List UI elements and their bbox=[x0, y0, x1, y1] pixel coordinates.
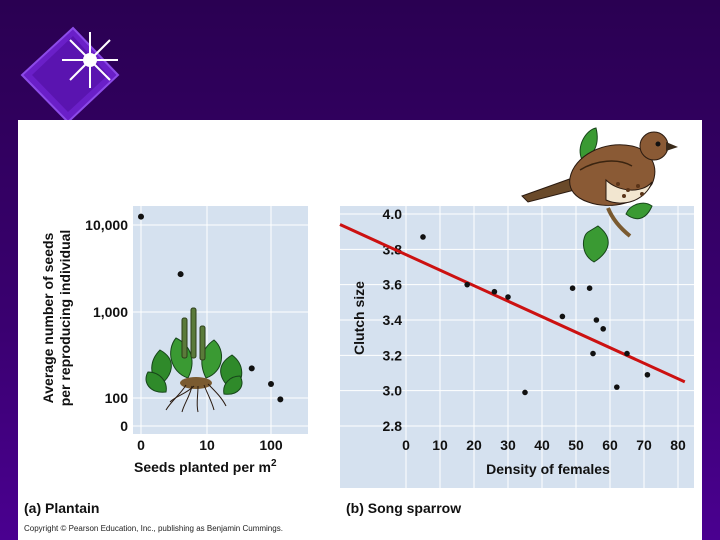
plantain-data-point bbox=[177, 271, 184, 278]
plantain-data-point bbox=[277, 396, 284, 403]
sparrow-data-point bbox=[464, 281, 471, 288]
plantain-x-tick-label: 0 bbox=[137, 437, 145, 453]
sparrow-x-tick-label: 50 bbox=[568, 437, 584, 453]
plantain-data-point bbox=[138, 213, 144, 220]
sparrow-illustration bbox=[521, 127, 678, 263]
copyright-text: Copyright © Pearson Education, Inc., pub… bbox=[24, 524, 283, 533]
plantain-x-tick-label: 100 bbox=[259, 437, 283, 453]
sparrow-data-point bbox=[491, 288, 498, 295]
plantain-data-point bbox=[268, 381, 274, 388]
sparrow-data-point bbox=[420, 234, 426, 240]
sparrow-x-axis-label: Density of females bbox=[486, 461, 610, 477]
sparrow-data-point bbox=[593, 317, 600, 323]
sparrow-y-tick-label: 3.2 bbox=[383, 347, 403, 363]
sparrow-data-point bbox=[569, 285, 576, 292]
sparrow-y-tick-label: 4.0 bbox=[383, 206, 403, 222]
plantain-y-tick-label: 0 bbox=[120, 418, 128, 434]
sparrow-data-point bbox=[600, 326, 606, 332]
sparrow-data-point bbox=[614, 384, 620, 390]
sparrow-y-axis-label: Clutch size bbox=[351, 281, 367, 355]
plantain-illustration bbox=[145, 307, 243, 413]
sparrow-x-tick-label: 20 bbox=[466, 437, 482, 453]
plantain-y-tick-label: 100 bbox=[105, 390, 129, 406]
plantain-y-tick-label: 10,000 bbox=[85, 217, 128, 233]
sparrow-data-point bbox=[590, 350, 596, 357]
plantain-chart-area bbox=[133, 206, 308, 434]
sparrow-y-tick-label: 3.0 bbox=[383, 383, 403, 399]
sparrow-x-tick-label: 0 bbox=[402, 437, 410, 453]
sparrow-x-tick-label: 60 bbox=[602, 437, 618, 453]
sparrow-y-tick-label: 3.4 bbox=[383, 312, 403, 328]
sparrow-data-point bbox=[586, 285, 593, 292]
plantain-y-tick-label: 1,000 bbox=[93, 304, 128, 320]
sparrow-y-tick-label: 2.8 bbox=[383, 418, 403, 434]
sparrow-x-tick-label: 10 bbox=[432, 437, 448, 453]
plantain-y-axis-label-1: Average number of seeds bbox=[40, 232, 56, 403]
plantain-x-tick-label: 10 bbox=[199, 437, 215, 453]
sparrow-data-point bbox=[624, 350, 630, 357]
sparrow-x-tick-label: 80 bbox=[670, 437, 686, 453]
plantain-x-axis-label: Seeds planted per m2 bbox=[134, 458, 277, 475]
sparrow-x-tick-label: 70 bbox=[636, 437, 652, 453]
sparrow-x-tick-label: 30 bbox=[500, 437, 516, 453]
sparrow-data-point bbox=[522, 389, 528, 396]
sparrow-data-point bbox=[505, 294, 511, 300]
sparrow-data-point bbox=[559, 313, 566, 320]
plantain-data-point bbox=[248, 365, 255, 372]
sparrow-x-tick-label: 40 bbox=[534, 437, 550, 453]
sparrow-data-point bbox=[644, 371, 651, 378]
panel-a-label: (a) Plantain bbox=[24, 500, 100, 516]
panel-b-label: (b) Song sparrow bbox=[346, 500, 462, 516]
plantain-y-axis-label-2: per reproducing individual bbox=[57, 230, 73, 407]
sparrow-y-tick-label: 3.6 bbox=[383, 277, 403, 293]
